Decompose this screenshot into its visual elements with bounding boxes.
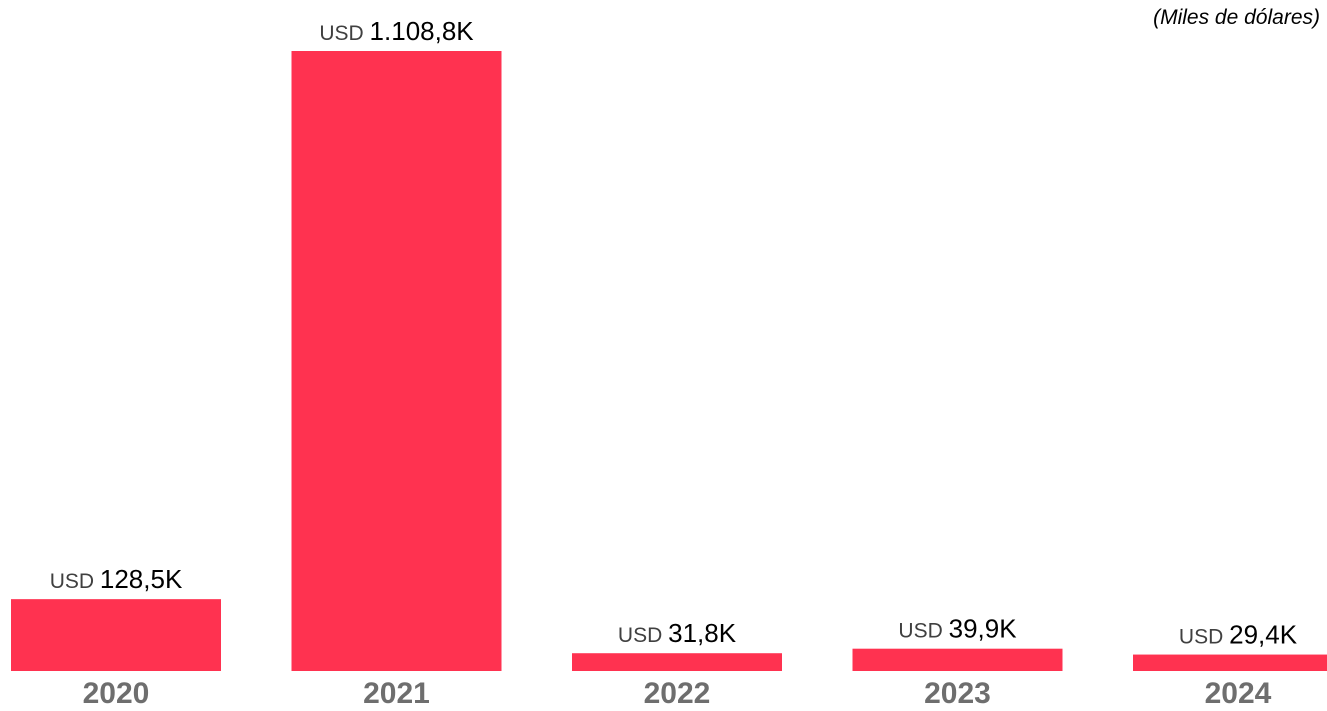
bar-2023 xyxy=(852,648,1063,671)
value-prefix: USD xyxy=(618,624,668,647)
bar-2022 xyxy=(572,653,782,671)
value-prefix: USD xyxy=(319,22,369,45)
value-number: 29,4K xyxy=(1229,620,1298,650)
value-label-2024: USD 29,4K xyxy=(1179,620,1298,650)
value-prefix: USD xyxy=(50,570,100,593)
value-number: 1.108,8K xyxy=(370,16,475,46)
bar-2024 xyxy=(1133,654,1327,671)
category-label-2021: 2021 xyxy=(363,677,430,710)
value-label-2022: USD 31,8K xyxy=(618,618,737,648)
bar-2020 xyxy=(11,599,221,671)
value-number: 39,9K xyxy=(949,614,1018,644)
bars-layer xyxy=(11,51,1327,671)
value-label-2023: USD 39,9K xyxy=(898,614,1017,644)
value-prefix: USD xyxy=(898,620,948,643)
category-label-2020: 2020 xyxy=(83,677,150,710)
value-number: 128,5K xyxy=(100,564,183,594)
value-label-2020: USD 128,5K xyxy=(50,564,183,594)
bar-2021 xyxy=(291,51,502,671)
value-number: 31,8K xyxy=(668,618,737,648)
value-label-2021: USD 1.108,8K xyxy=(319,16,474,46)
value-prefix: USD xyxy=(1179,626,1229,649)
category-label-2024: 2024 xyxy=(1205,677,1272,710)
category-label-2022: 2022 xyxy=(644,677,711,710)
category-label-2023: 2023 xyxy=(924,677,991,710)
category-labels-layer: 2020 2021 2022 2023 2024 xyxy=(83,677,1272,710)
unit-note: (Miles de dólares) xyxy=(1153,6,1320,29)
